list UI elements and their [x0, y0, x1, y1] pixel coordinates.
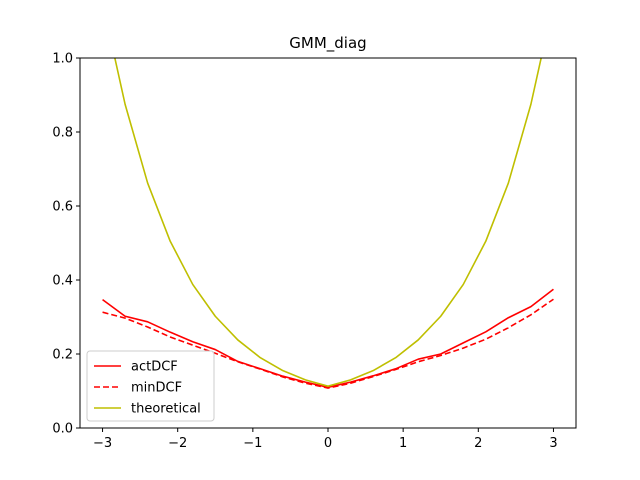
x-tick-label: 0: [324, 436, 332, 451]
x-tick-label: −3: [93, 436, 112, 451]
y-axis: 0.0 0.2 0.4 0.6 0.8 1.0: [52, 52, 80, 437]
y-tick-label: 1.0: [52, 52, 73, 67]
y-tick-label: 0.2: [52, 348, 73, 363]
y-tick-label: 0.8: [52, 126, 73, 141]
x-tick-label: −1: [243, 436, 262, 451]
x-tick-label: −2: [168, 436, 187, 451]
x-axis: −3 −2 −1 0 1 2 3: [93, 428, 558, 451]
x-tick-label: 2: [474, 436, 482, 451]
x-tick-label: 1: [399, 436, 407, 451]
y-tick-label: 0.0: [52, 422, 73, 437]
y-tick-label: 0.6: [52, 200, 73, 215]
legend-box: [86, 350, 215, 422]
y-tick-label: 0.4: [52, 274, 73, 289]
legend-label-theoretical: theoretical: [131, 402, 201, 417]
chart-title: GMM_diag: [289, 34, 366, 53]
legend-label-actdcf: actDCF: [131, 360, 178, 375]
series-layer: [102, 58, 554, 389]
series-line-mindcf: [102, 298, 554, 389]
legend-label-mindcf: minDCF: [131, 381, 182, 396]
series-line-theoretical: [114, 58, 542, 387]
legend: actDCF minDCF theoretical: [86, 350, 215, 422]
x-tick-label: 3: [549, 436, 557, 451]
